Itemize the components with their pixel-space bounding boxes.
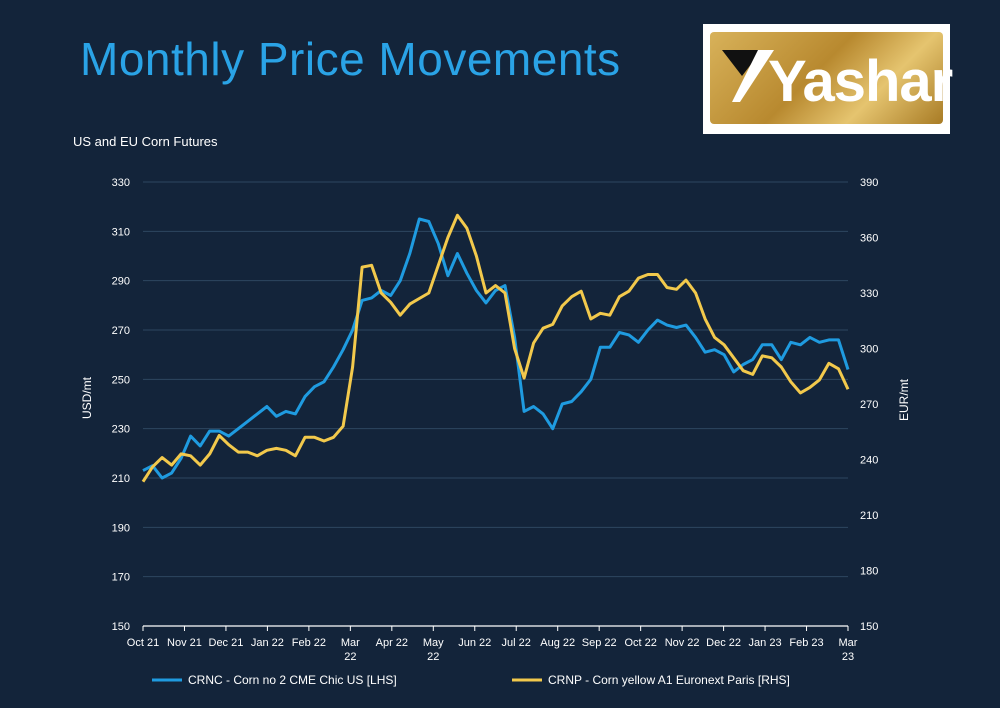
- chart-grid: [143, 181, 848, 627]
- logo-chevron-icon: [722, 50, 774, 102]
- x-tick-label: Nov 22: [665, 637, 700, 649]
- y2-tick-label: 180: [860, 566, 878, 578]
- y-tick-label: 270: [112, 325, 130, 337]
- x-tick-label: Dec 22: [706, 637, 741, 649]
- x-tick-label: Aug 22: [540, 637, 575, 649]
- x-tick-label: Mar: [839, 637, 858, 649]
- y2-tick-label: 270: [860, 399, 878, 411]
- x-tick-label: Jun 22: [458, 637, 491, 649]
- logo-text: Yashar: [768, 49, 953, 114]
- y-tick-label: 250: [112, 374, 130, 386]
- y-tick-label: 210: [112, 473, 130, 485]
- page-title: Monthly Price Movements: [80, 33, 621, 85]
- y2-tick-label: 150: [860, 621, 878, 633]
- left-axis-ticks: 150 170 190 210 230 250 270 290 310 330: [112, 177, 130, 633]
- y-tick-label: 170: [112, 572, 130, 584]
- y-tick-label: 330: [112, 177, 130, 189]
- x-tick-label: 22: [427, 651, 439, 663]
- x-tick-label: Feb 23: [789, 637, 823, 649]
- y2-tick-label: 330: [860, 288, 878, 300]
- x-tick-label: Jan 22: [251, 637, 284, 649]
- y2-tick-label: 390: [860, 177, 878, 189]
- legend-label-rhs: CRNP - Corn yellow A1 Euronext Paris [RH…: [548, 673, 790, 687]
- x-tick-label: 23: [842, 651, 854, 663]
- x-tick-label: Nov 21: [167, 637, 202, 649]
- x-tick-label: Sep 22: [582, 637, 617, 649]
- y2-tick-label: 360: [860, 233, 878, 245]
- right-axis-ticks: 150 180 210 240 270 300 330 360 390: [860, 177, 878, 633]
- x-tick-label: Oct 22: [624, 637, 656, 649]
- series-line-crnc: [142, 217, 850, 480]
- y2-axis-title: EUR/mt: [897, 378, 911, 421]
- chart-legend: CRNC - Corn no 2 CME Chic US [LHS] CRNP …: [152, 673, 790, 687]
- chart-title: US and EU Corn Futures: [73, 134, 218, 149]
- x-tick-label: Mar: [341, 637, 360, 649]
- y2-tick-label: 210: [860, 510, 878, 522]
- y-tick-label: 150: [112, 621, 130, 633]
- x-tick-label: 22: [344, 651, 356, 663]
- y-axis-title: USD/mt: [80, 376, 94, 419]
- y-tick-label: 230: [112, 424, 130, 436]
- logo-background: Yashar: [710, 32, 953, 124]
- y2-tick-label: 240: [860, 455, 878, 467]
- yashar-logo: Yashar: [703, 24, 953, 134]
- y-tick-label: 310: [112, 226, 130, 238]
- series-line-crnp: [141, 213, 850, 483]
- legend-label-lhs: CRNC - Corn no 2 CME Chic US [LHS]: [188, 673, 397, 687]
- x-tick-label: Jul 22: [502, 637, 531, 649]
- x-tick-label: Jan 23: [749, 637, 782, 649]
- x-tick-label: Apr 22: [376, 637, 408, 649]
- x-tick-label: Dec 21: [209, 637, 244, 649]
- x-tick-label: Oct 21: [127, 637, 159, 649]
- y2-tick-label: 300: [860, 344, 878, 356]
- x-tick-label: May: [423, 637, 444, 649]
- y-tick-label: 190: [112, 522, 130, 534]
- x-tick-label: Feb 22: [292, 637, 326, 649]
- x-axis-ticks: Oct 21 Nov 21 Dec 21 Jan 22 Feb 22 Mar 22 Apr 2…: [127, 626, 858, 663]
- chart-series: [141, 213, 850, 483]
- y-tick-label: 290: [112, 276, 130, 288]
